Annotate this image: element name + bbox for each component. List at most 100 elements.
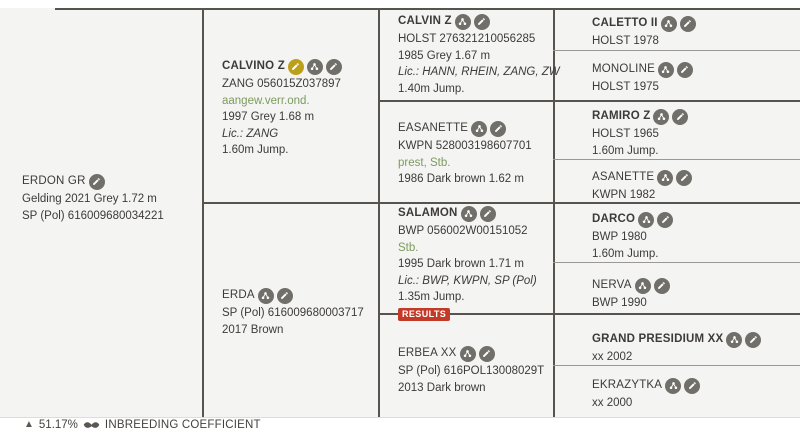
edit-icon[interactable] bbox=[679, 15, 696, 32]
edit-icon[interactable] bbox=[684, 377, 701, 394]
pedigree-entry-erbea-xx: ERBEA XX SP (Pol) 616POL13008029T 2013 Dar… bbox=[398, 344, 544, 396]
edit-icon[interactable] bbox=[88, 173, 105, 190]
edit-yellow-icon[interactable] bbox=[287, 58, 304, 75]
horse-detail-line: 1.35m Jump. bbox=[398, 291, 465, 303]
edit-icon[interactable] bbox=[479, 205, 496, 222]
horse-detail-line: 1.60m Jump. bbox=[592, 247, 659, 260]
horse-name-row: ERBEA XX bbox=[398, 344, 544, 363]
offspring-icon[interactable] bbox=[726, 331, 743, 348]
edit-icon[interactable] bbox=[473, 13, 490, 30]
divider-gen1-gen2 bbox=[202, 8, 204, 417]
horse-name-link[interactable]: CALETTO II bbox=[592, 17, 658, 30]
offspring-icon[interactable] bbox=[471, 120, 488, 137]
offspring-icon[interactable] bbox=[657, 61, 674, 78]
horse-name-link[interactable]: MONOLINE bbox=[592, 63, 655, 76]
horse-name-row: DARCO bbox=[592, 210, 674, 229]
offspring-icon[interactable] bbox=[459, 345, 476, 362]
horse-detail-line: 1.60m Jump. bbox=[592, 144, 659, 157]
studbook-predicate-link[interactable]: aangew.verr.ond. bbox=[222, 94, 310, 107]
horse-detail-line: HOLST 1965 bbox=[592, 128, 659, 140]
offspring-icon[interactable] bbox=[634, 277, 651, 294]
horse-detail-line: 1986 Dark brown 1.62 m bbox=[398, 173, 524, 185]
offspring-icon[interactable] bbox=[638, 211, 655, 228]
divider-gen3-gen4 bbox=[553, 8, 555, 417]
divider-caletto-monoline bbox=[553, 50, 800, 51]
divider-darco-nerva bbox=[553, 262, 800, 263]
horse-name-link[interactable]: ERDON GR bbox=[22, 175, 86, 188]
studbook-predicate-link[interactable]: prest, Stb. bbox=[398, 156, 451, 169]
horse-name-row: ASANETTE bbox=[592, 168, 693, 187]
horse-detail-line: xx 2000 bbox=[592, 397, 633, 409]
horse-name-link[interactable]: ASANETTE bbox=[592, 171, 655, 184]
horse-detail-line: ZANG 056015Z037897 bbox=[222, 78, 341, 90]
inbreeding-icon bbox=[83, 420, 100, 431]
offspring-icon[interactable] bbox=[653, 108, 670, 125]
horse-name-row: GRAND PRESIDIUM XX bbox=[592, 330, 762, 349]
horse-name-link[interactable]: ERDA bbox=[222, 289, 255, 302]
horse-detail-line: BWP 056002W00151052 bbox=[398, 225, 528, 237]
horse-name-link[interactable]: CALVIN Z bbox=[398, 15, 452, 28]
results-badge[interactable]: RESULTS bbox=[398, 307, 451, 321]
horse-name-link[interactable]: NERVA bbox=[592, 279, 632, 292]
divider-gen2-gen3 bbox=[378, 8, 380, 417]
horse-detail-line: KWPN 528003198607701 bbox=[398, 140, 532, 152]
offspring-icon[interactable] bbox=[657, 169, 674, 186]
edit-icon[interactable] bbox=[676, 169, 693, 186]
edit-icon[interactable] bbox=[325, 58, 342, 75]
horse-name-row: EASANETTE bbox=[398, 119, 532, 138]
pedigree-entry-ramiro-z: RAMIRO Z HOLST 1965 1.60m Jump. bbox=[592, 107, 689, 159]
pedigree-entry-ekrazytka: EKRAZYTKA xx 2000 bbox=[592, 376, 701, 412]
horse-detail-line: SP (Pol) 616POL13008029T bbox=[398, 365, 545, 377]
horse-name-row: ERDA bbox=[222, 286, 364, 305]
horse-detail-line: HOLST 1975 bbox=[592, 81, 659, 93]
horse-detail-line: BWP 1990 bbox=[592, 297, 647, 309]
divider-salamon-erbea bbox=[378, 313, 800, 315]
offspring-icon[interactable] bbox=[660, 15, 677, 32]
horse-name-link[interactable]: DARCO bbox=[592, 213, 636, 226]
offspring-icon[interactable] bbox=[460, 205, 477, 222]
horse-name-link[interactable]: GRAND PRESIDIUM XX bbox=[592, 333, 724, 346]
pedigree-top-border bbox=[55, 8, 800, 10]
horse-detail-line: BWP 1980 bbox=[592, 231, 647, 243]
divider-sire-dam bbox=[202, 202, 800, 204]
horse-name-row: RAMIRO Z bbox=[592, 107, 689, 126]
edit-icon[interactable] bbox=[490, 120, 507, 137]
horse-name-row: MONOLINE bbox=[592, 60, 693, 79]
horse-detail-line: 1.60m Jump. bbox=[222, 144, 289, 156]
horse-detail-line: Lic.: BWP, KWPN, SP (Pol) bbox=[398, 274, 537, 287]
horse-name-link[interactable]: SALAMON bbox=[398, 207, 458, 220]
pedigree-entry-calvin-z: CALVIN Z HOLST 276321210056285 1985 Grey 1… bbox=[398, 12, 560, 97]
horse-name-link[interactable]: ERBEA XX bbox=[398, 347, 457, 360]
horse-detail-line: 1.40m Jump. bbox=[398, 82, 465, 95]
horse-detail-line: 1985 Grey 1.67 m bbox=[398, 49, 491, 62]
horse-detail-line: xx 2002 bbox=[592, 351, 633, 363]
inbreeding-coefficient-label: INBREEDING COEFFICIENT bbox=[104, 419, 261, 431]
horse-detail-line: HOLST 1978 bbox=[592, 35, 659, 47]
horse-name-link[interactable]: CALVINO Z bbox=[222, 60, 285, 73]
offspring-icon[interactable] bbox=[306, 58, 323, 75]
edit-icon[interactable] bbox=[745, 331, 762, 348]
offspring-icon[interactable] bbox=[454, 13, 471, 30]
edit-icon[interactable] bbox=[672, 108, 689, 125]
offspring-icon[interactable] bbox=[257, 287, 274, 304]
horse-name-row: CALVINO Z bbox=[222, 57, 342, 76]
edit-icon[interactable] bbox=[653, 277, 670, 294]
edit-icon[interactable] bbox=[478, 345, 495, 362]
edit-icon[interactable] bbox=[657, 211, 674, 228]
offspring-icon[interactable] bbox=[665, 377, 682, 394]
pedigree-entry-easanette: EASANETTE KWPN 528003198607701 prest, Stb.… bbox=[398, 119, 532, 188]
edit-icon[interactable] bbox=[276, 287, 293, 304]
arrow-up-icon: ▲ bbox=[24, 419, 34, 430]
pedigree-entry-nerva: NERVA BWP 1990 bbox=[592, 276, 670, 312]
studbook-predicate-link[interactable]: Stb. bbox=[398, 241, 419, 254]
horse-name-link[interactable]: EASANETTE bbox=[398, 122, 469, 135]
horse-detail-line: HOLST 276321210056285 bbox=[398, 33, 536, 45]
edit-icon[interactable] bbox=[676, 61, 693, 78]
horse-detail-line: 1997 Grey 1.68 m bbox=[222, 111, 315, 123]
horse-name-link[interactable]: RAMIRO Z bbox=[592, 110, 651, 123]
pedigree-entry-erdon-gr: ERDON GR Gelding 2021 Grey 1.72 m SP (Pol)… bbox=[22, 172, 164, 224]
pedigree-entry-grand-presidium-xx: GRAND PRESIDIUM XX xx 2002 bbox=[592, 330, 762, 366]
horse-name-link[interactable]: EKRAZYTKA bbox=[592, 379, 663, 392]
blood-percentage-value: 51.17% bbox=[38, 419, 78, 431]
